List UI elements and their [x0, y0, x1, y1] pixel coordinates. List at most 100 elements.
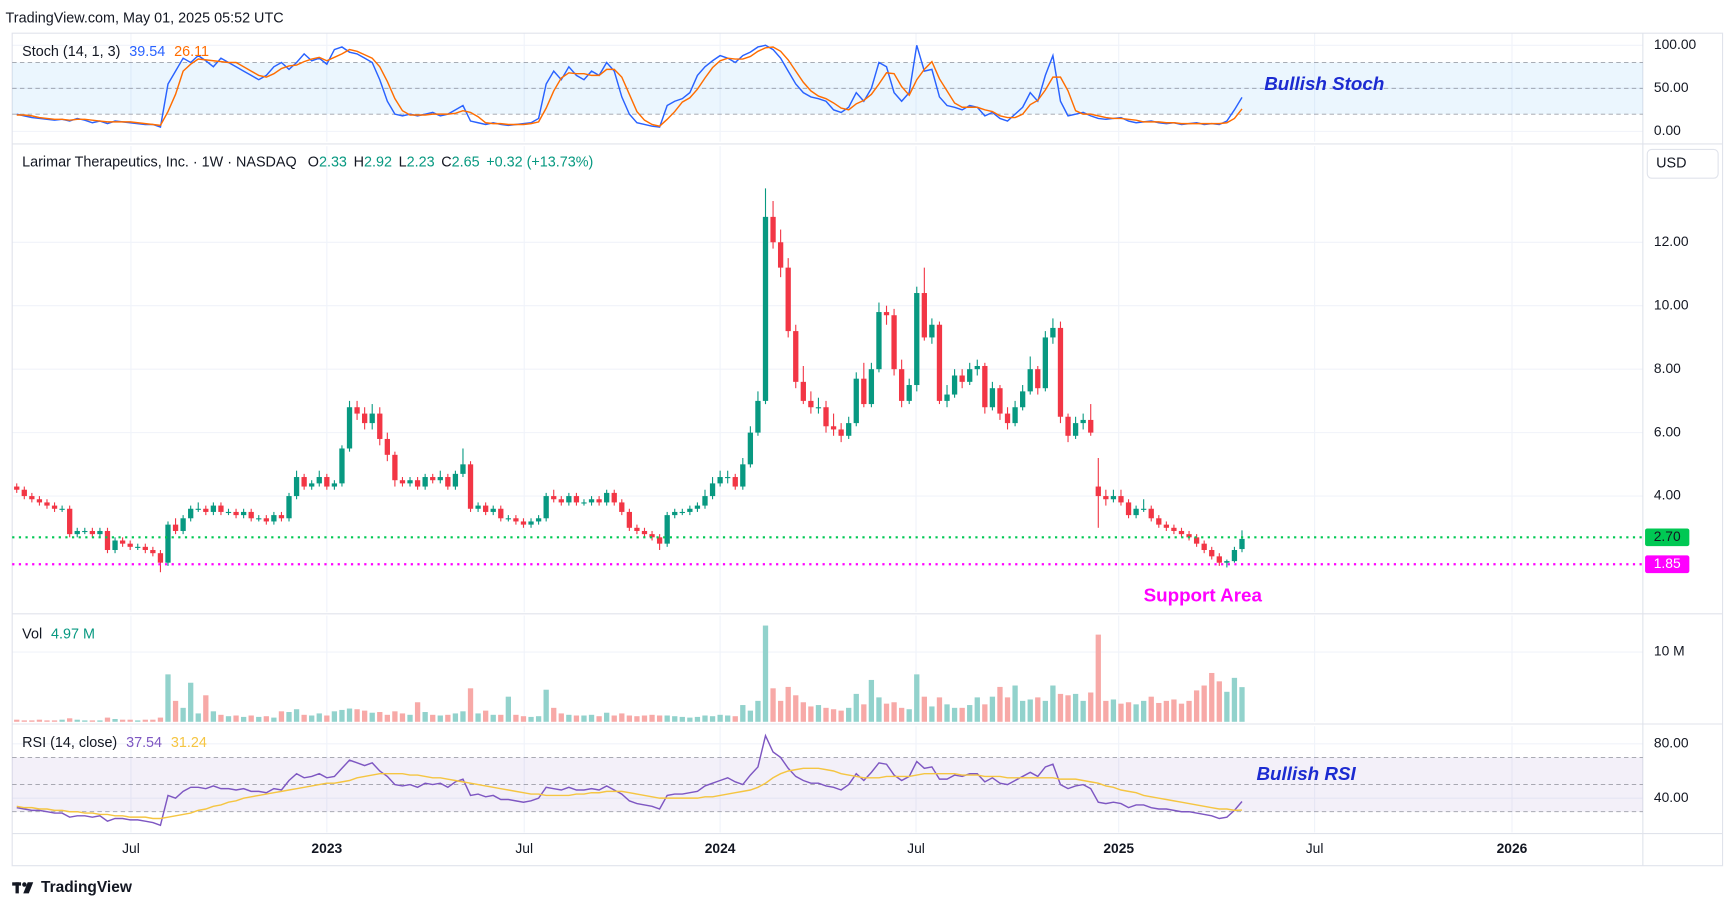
candle-body [679, 511, 685, 514]
volume-bar [1216, 681, 1222, 722]
pane-legend: Stoch (14, 1, 3) 39.54 26.11 [22, 44, 209, 60]
candle-body [649, 534, 655, 538]
volume-bar [1201, 685, 1207, 722]
volume-bar [1080, 700, 1086, 722]
volume-bar [520, 716, 527, 722]
candle-body [218, 505, 224, 512]
volume-bar [392, 711, 398, 722]
candle-body [392, 454, 398, 481]
candle-body [293, 477, 300, 497]
legend-key: C [441, 155, 451, 171]
candle-body [619, 502, 625, 512]
legend-value: 31.24 [171, 735, 207, 751]
candle-body [21, 489, 27, 497]
volume-bar [460, 711, 466, 722]
volume-bar [967, 705, 973, 722]
candle-body [36, 499, 43, 503]
volume-bar [82, 720, 88, 722]
scale-button-label[interactable]: USD [1656, 156, 1686, 172]
x-tick-label: 2023 [311, 840, 342, 856]
volume-bar [906, 709, 912, 722]
volume-bar [1004, 697, 1011, 722]
volume-bar [861, 704, 867, 722]
scale-button[interactable] [1646, 148, 1719, 179]
candle-body [1072, 423, 1079, 436]
series-line [16, 767, 1243, 820]
volume-bar [1178, 703, 1185, 722]
volume-bar [1110, 699, 1117, 722]
candle-body [1065, 416, 1071, 436]
volume-bar [891, 702, 897, 722]
volume-bar [21, 720, 27, 722]
volume-bar [1231, 677, 1238, 722]
volume-bar [649, 714, 655, 722]
candle-body [664, 515, 670, 544]
volume-bar [581, 715, 587, 722]
volume-bar [898, 707, 905, 722]
volume-bar [407, 714, 413, 722]
candle-body [1216, 556, 1222, 563]
volume-bar [1239, 687, 1245, 722]
volume-bar [157, 717, 164, 722]
x-tick-label: Jul [122, 840, 140, 856]
volume-bar [354, 709, 360, 722]
grid [12, 33, 1643, 833]
candle-body [74, 530, 80, 535]
volume-bar [1163, 700, 1170, 722]
candle-body [982, 365, 988, 408]
candle-body [808, 400, 814, 408]
candle-body [520, 521, 527, 525]
volume-bar [740, 705, 746, 722]
volume-bar [1050, 685, 1056, 722]
candle-body [505, 518, 511, 520]
x-tick-label: Jul [1306, 840, 1324, 856]
candle-body [936, 324, 943, 401]
series-line [16, 733, 1243, 827]
volume-bar [1193, 690, 1200, 722]
volume-bar [422, 712, 428, 722]
candle-body [891, 315, 897, 370]
volume-bar [127, 719, 133, 722]
candle-body [626, 511, 633, 528]
volume-bar [119, 719, 126, 722]
volume-bar [89, 720, 96, 722]
candle-body [694, 505, 701, 509]
candle-body [604, 492, 610, 503]
volume-bar [475, 713, 481, 722]
candle-body [709, 483, 716, 497]
legend-value: 2.92 [364, 155, 392, 171]
candle-body [581, 502, 587, 504]
candle-body [777, 242, 784, 268]
candle-body [225, 511, 232, 514]
volume-bar [679, 716, 685, 722]
candle-body [861, 378, 867, 405]
candle-body [29, 496, 35, 500]
candle-body [180, 518, 186, 531]
candle-body [150, 550, 156, 554]
y-tick-label: 100.00 [1654, 36, 1697, 52]
candle-body [407, 480, 413, 484]
volume-bar [959, 707, 965, 722]
logo-shape [23, 882, 34, 894]
volume-bar [1156, 702, 1162, 722]
candle-body [112, 540, 118, 551]
volume-bar [203, 695, 209, 722]
candle-body [1088, 419, 1094, 433]
legend-title: Vol [22, 626, 42, 642]
volume-bar [1027, 699, 1033, 722]
y-tick-label: 8.00 [1654, 360, 1681, 376]
pane-legend: Larimar Therapeutics, Inc. · 1W · NASDAQ… [22, 155, 593, 171]
candle-body [324, 477, 330, 487]
legend-title: Larimar Therapeutics, Inc. · 1W · NASDAQ [22, 155, 297, 171]
volume-bar [535, 716, 542, 722]
candle-body [278, 515, 285, 519]
volume-bar [702, 715, 708, 722]
candle-body [853, 378, 859, 424]
volume-bar [135, 720, 141, 722]
volume-bar [1118, 703, 1124, 722]
legend-change: +0.32 (+13.73%) [486, 155, 593, 171]
candle-body [929, 324, 935, 338]
volume-bar [664, 715, 670, 722]
legend-title: RSI (14, close) [22, 735, 117, 751]
candle-body [67, 508, 73, 535]
